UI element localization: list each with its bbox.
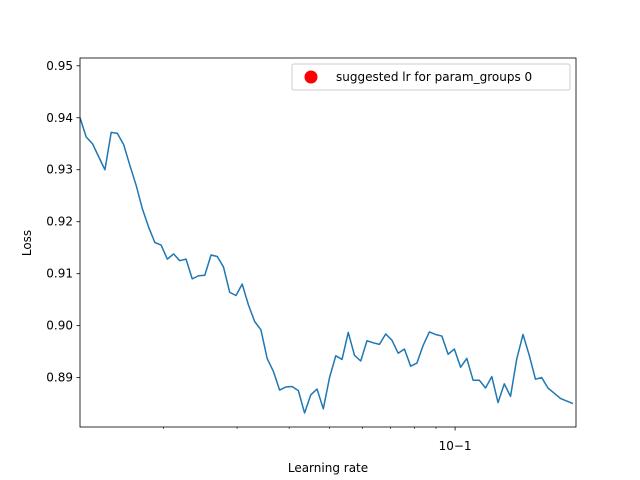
legend-marker-suggested-lr bbox=[304, 70, 318, 84]
y-tick-label: 0.89 bbox=[46, 371, 73, 385]
y-tick-label: 0.93 bbox=[46, 163, 73, 177]
x-tick-label: 10−1 bbox=[439, 439, 472, 453]
legend: suggested lr for param_groups 0 bbox=[291, 63, 571, 91]
y-tick-label: 0.94 bbox=[46, 111, 73, 125]
legend-label-suggested-lr: suggested lr for param_groups 0 bbox=[336, 70, 532, 84]
series-layer bbox=[80, 117, 574, 414]
y-tick-label: 0.95 bbox=[46, 59, 73, 73]
plot-area bbox=[80, 58, 576, 427]
y-axis-label: Loss bbox=[20, 230, 34, 256]
loss-series-line bbox=[80, 117, 574, 414]
y-axis-ticks: 0.89 0.90 0.91 0.92 0.93 0.94 0.95 bbox=[46, 59, 80, 385]
plot-frame bbox=[79, 57, 577, 428]
y-tick-label: 0.91 bbox=[46, 267, 73, 281]
legend-box bbox=[291, 63, 571, 91]
y-tick-label: 0.90 bbox=[46, 319, 73, 333]
y-tick-label: 0.92 bbox=[46, 215, 73, 229]
x-axis-label: Learning rate bbox=[288, 461, 368, 475]
